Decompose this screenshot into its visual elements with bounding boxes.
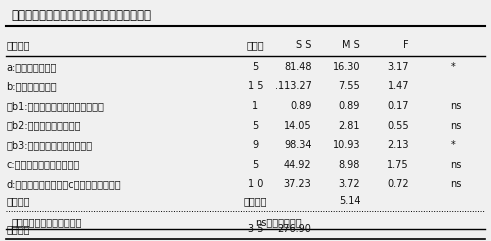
Text: ns: ns bbox=[451, 101, 462, 111]
Text: 16.30: 16.30 bbox=[333, 62, 360, 72]
Text: 1: 1 bbox=[252, 101, 258, 111]
Text: *: * bbox=[451, 62, 455, 72]
Text: 表２　稲こうじ病圃場抵抗性検定の分散分析: 表２ 稲こうじ病圃場抵抗性検定の分散分析 bbox=[11, 8, 151, 21]
Text: ns: ns bbox=[451, 160, 462, 170]
Text: d:正逆交配間差のうちc以外に関する部分: d:正逆交配間差のうちc以外に関する部分 bbox=[6, 179, 121, 189]
Text: 5: 5 bbox=[252, 62, 258, 72]
Text: 3 5: 3 5 bbox=[247, 224, 263, 234]
Text: 0.17: 0.17 bbox=[387, 101, 409, 111]
Text: 2.81: 2.81 bbox=[339, 120, 360, 131]
Text: b:優　性　効　果: b:優 性 効 果 bbox=[6, 81, 57, 91]
Text: 2.13: 2.13 bbox=[387, 140, 409, 150]
Text: 8.98: 8.98 bbox=[339, 160, 360, 170]
Text: .113.27: .113.27 bbox=[274, 81, 311, 91]
Text: 81.48: 81.48 bbox=[284, 62, 311, 72]
Text: 1 0: 1 0 bbox=[247, 179, 263, 189]
Text: b2:親に固有の優性偏差: b2:親に固有の優性偏差 bbox=[6, 120, 81, 131]
Text: 9: 9 bbox=[252, 140, 258, 150]
Text: 276.90: 276.90 bbox=[277, 224, 311, 234]
Text: 3.72: 3.72 bbox=[339, 179, 360, 189]
Text: 98.34: 98.34 bbox=[284, 140, 311, 150]
Text: （７０）: （７０） bbox=[244, 196, 267, 206]
Text: ns: ns bbox=[451, 179, 462, 189]
Text: b3:特定組み合わせ優性偏差: b3:特定組み合わせ優性偏差 bbox=[6, 140, 92, 150]
Text: *: * bbox=[451, 140, 455, 150]
Text: F: F bbox=[404, 40, 409, 50]
Text: 37.23: 37.23 bbox=[284, 179, 311, 189]
Text: 項　　目: 項 目 bbox=[6, 40, 30, 50]
Text: 0.72: 0.72 bbox=[387, 179, 409, 189]
Text: 5: 5 bbox=[252, 160, 258, 170]
Text: 誤　　差: 誤 差 bbox=[6, 196, 30, 206]
Text: 自由度: 自由度 bbox=[246, 40, 264, 50]
Text: 1 5: 1 5 bbox=[247, 81, 263, 91]
Text: 5: 5 bbox=[252, 120, 258, 131]
Text: 44.92: 44.92 bbox=[284, 160, 311, 170]
Text: 合　　計: 合 計 bbox=[6, 224, 30, 234]
Text: ＊：５％水準で有意差あり: ＊：５％水準で有意差あり bbox=[11, 217, 82, 227]
Text: 1.75: 1.75 bbox=[387, 160, 409, 170]
Text: ns：有意差なし: ns：有意差なし bbox=[255, 217, 302, 227]
Text: 0.89: 0.89 bbox=[339, 101, 360, 111]
Text: 7.55: 7.55 bbox=[338, 81, 360, 91]
Text: 5.14: 5.14 bbox=[339, 196, 360, 206]
Text: M S: M S bbox=[343, 40, 360, 50]
Text: b1:平　均　的　優　性　偏　差: b1:平 均 的 優 性 偏 差 bbox=[6, 101, 104, 111]
Text: 1.47: 1.47 bbox=[387, 81, 409, 91]
Text: ns: ns bbox=[451, 120, 462, 131]
Text: 14.05: 14.05 bbox=[284, 120, 311, 131]
Text: a:相　加　効　果: a:相 加 効 果 bbox=[6, 62, 56, 72]
Text: 3.17: 3.17 bbox=[387, 62, 409, 72]
Text: S S: S S bbox=[296, 40, 311, 50]
Text: c:各親の平均正逆交配間差: c:各親の平均正逆交配間差 bbox=[6, 160, 80, 170]
Text: 10.93: 10.93 bbox=[333, 140, 360, 150]
Text: 0.55: 0.55 bbox=[387, 120, 409, 131]
Text: 0.89: 0.89 bbox=[290, 101, 311, 111]
